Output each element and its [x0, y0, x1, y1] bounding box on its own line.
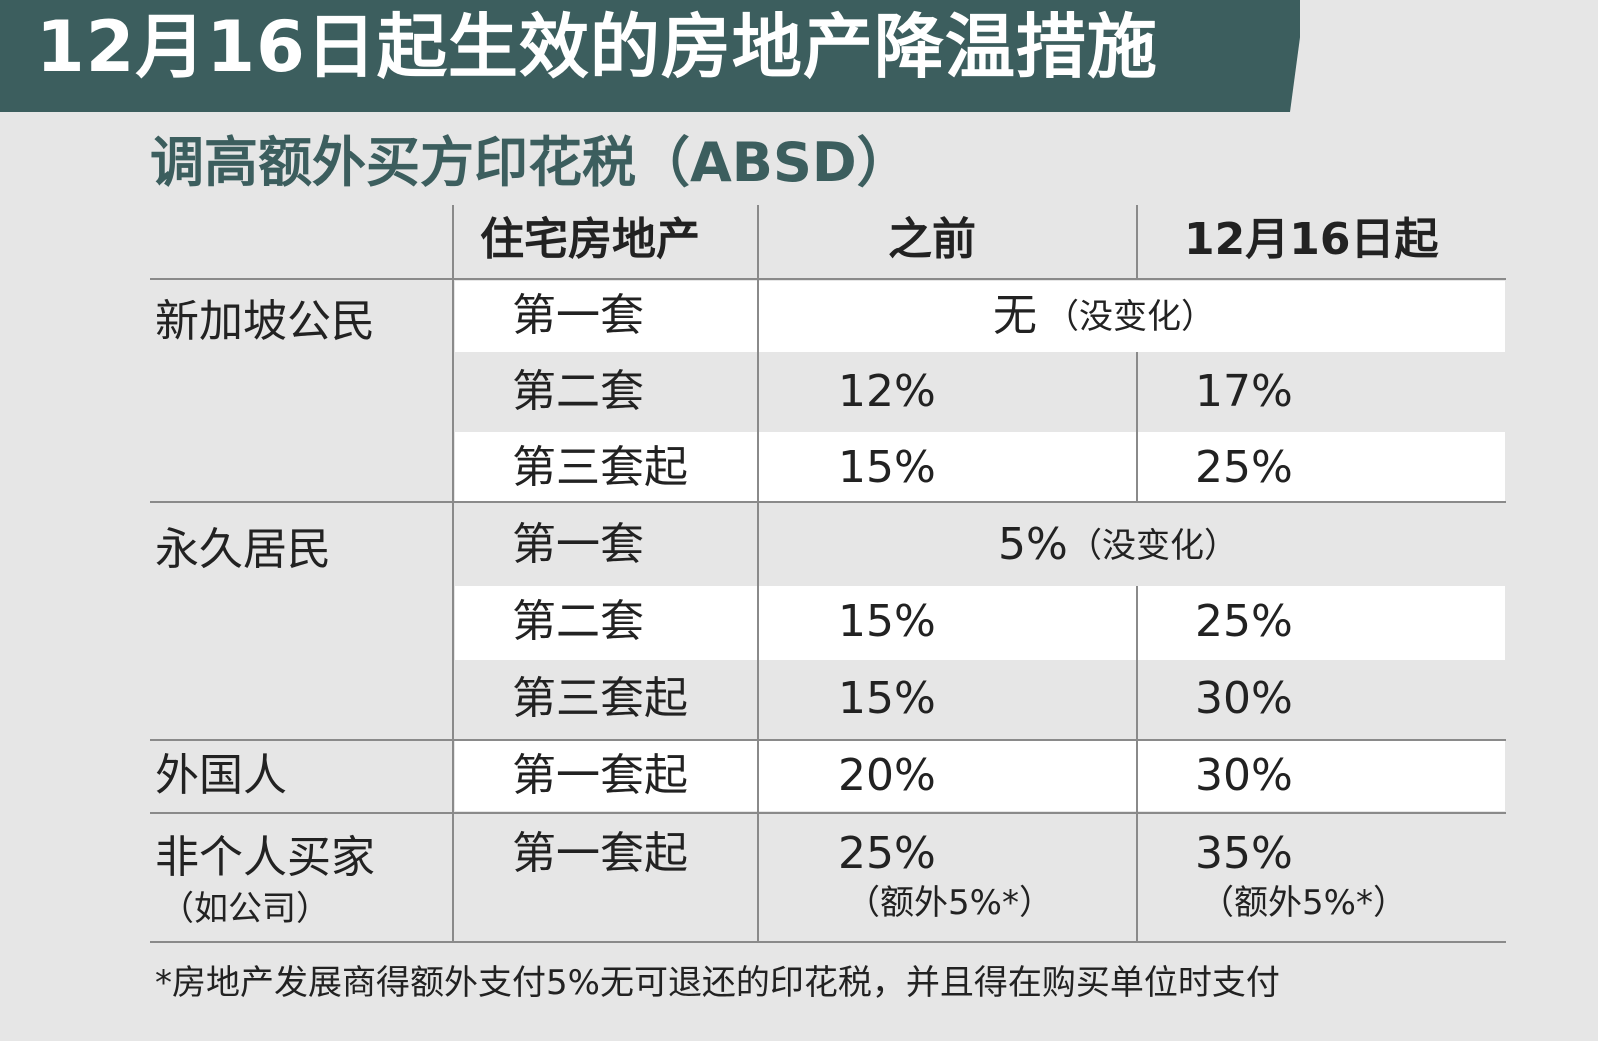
value-after: 25% — [1195, 596, 1293, 647]
value-before: 15% — [838, 673, 936, 724]
row-item: 第一套起 — [512, 750, 688, 801]
group-citizen: 新加坡公民 — [155, 296, 375, 347]
group-divider — [150, 812, 1506, 814]
row-item: 第二套 — [512, 596, 644, 647]
row-item: 第三套起 — [512, 673, 688, 724]
value-after-note: （额外5%*） — [1200, 883, 1407, 923]
value-before: 20% — [838, 750, 936, 801]
column-divider — [1136, 586, 1138, 943]
row-band — [455, 741, 1505, 811]
group-divider — [150, 739, 1506, 741]
value-before: 15% — [838, 596, 936, 647]
column-divider — [757, 205, 759, 943]
footnote: *房地产发展商得额外支付5%无可退还的印花税，并且得在购买单位时支付 — [155, 963, 1280, 1003]
table-subtitle: 调高额外买方印花税（ABSD） — [150, 131, 911, 194]
value-before: 25% — [838, 828, 936, 879]
row-item: 第三套起 — [512, 442, 688, 493]
group-entity-note: （如公司） — [160, 889, 330, 929]
column-divider — [1136, 205, 1138, 278]
row-item: 第一套 — [512, 519, 644, 570]
row-band — [455, 432, 1505, 502]
group-pr: 永久居民 — [155, 524, 331, 575]
value-after: 17% — [1195, 366, 1293, 417]
column-divider — [452, 205, 454, 943]
merged-note: （没变化） — [1045, 297, 1215, 337]
column-divider — [1136, 352, 1138, 502]
row-item: 第二套 — [512, 366, 644, 417]
row-band — [455, 281, 1505, 352]
value-after: 35% — [1195, 828, 1293, 879]
merged-value: 5% — [998, 519, 1068, 570]
title-banner — [0, 0, 1300, 112]
header-rule — [150, 278, 1506, 280]
value-before: 15% — [838, 442, 936, 493]
merged-note: （没变化） — [1068, 526, 1238, 566]
group-foreigner: 外国人 — [155, 750, 287, 801]
banner-title: 12月16日起生效的房地产降温措施 — [36, 6, 1158, 88]
header-property: 住宅房地产 — [480, 214, 700, 265]
header-before: 之前 — [888, 214, 976, 265]
value-after: 30% — [1195, 750, 1293, 801]
merged-value: 无 — [993, 290, 1037, 341]
value-before-note: （额外5%*） — [846, 883, 1053, 923]
value-after: 25% — [1195, 442, 1293, 493]
group-entity: 非个人买家 — [155, 832, 375, 883]
value-before: 12% — [838, 366, 936, 417]
group-divider — [150, 501, 1506, 503]
table-bottom-rule — [150, 941, 1506, 943]
row-item: 第一套 — [512, 290, 644, 341]
row-item: 第一套起 — [512, 828, 688, 879]
row-band — [455, 586, 1505, 660]
header-from-dec16: 12月16日起 — [1184, 214, 1439, 265]
value-after: 30% — [1195, 673, 1293, 724]
